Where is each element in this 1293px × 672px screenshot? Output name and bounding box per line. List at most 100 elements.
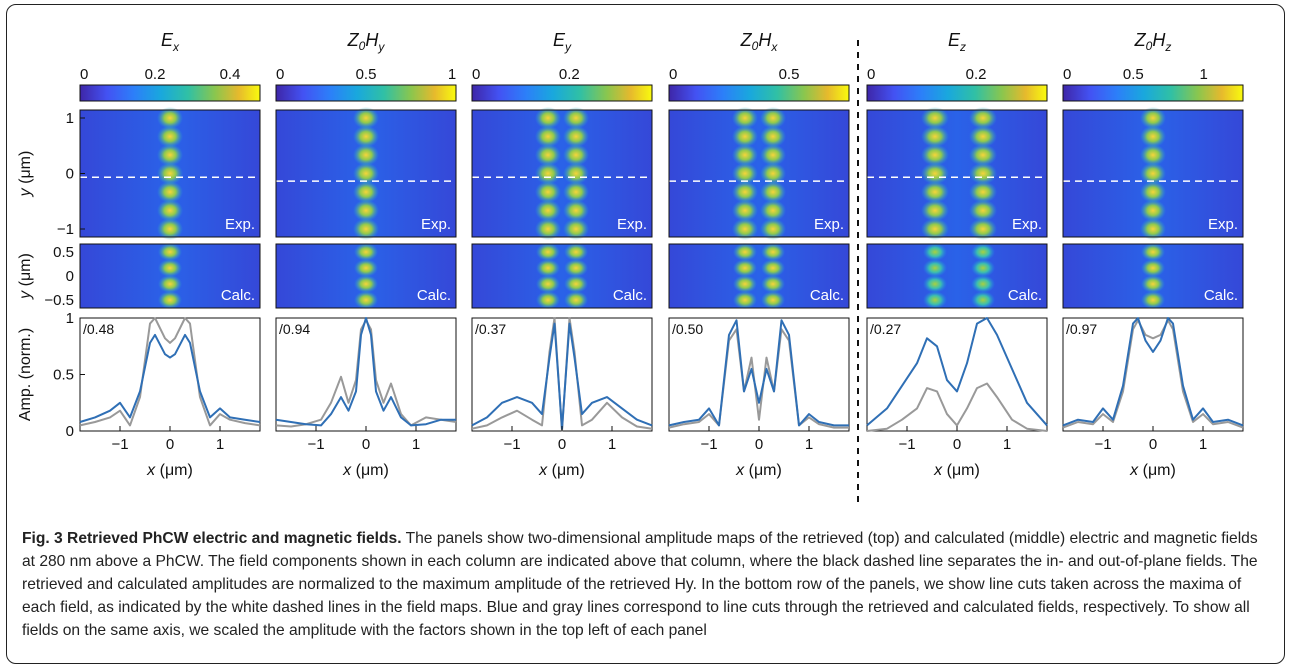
field-lobe	[535, 181, 561, 203]
colorbar	[1062, 84, 1244, 102]
calc-label: Calc.	[417, 287, 451, 304]
field-lobe	[760, 162, 786, 185]
caption-body: The panels show two-dimensional amplitud…	[22, 530, 1258, 639]
y-tick-label: 0	[66, 423, 74, 440]
panel-column-6: Z0Hz 0 0.5 1 Exp. Calc. /0.97 −1 0 1 x (μm)	[1062, 30, 1244, 479]
field-lobe	[1140, 199, 1166, 222]
calculated-linecut	[1062, 319, 1244, 429]
field-lobe	[536, 275, 560, 293]
field-lobe	[158, 259, 182, 277]
x-tick-label: 1	[805, 436, 813, 453]
linecut-plot-frame	[275, 317, 457, 432]
panel-column-2: Z0Hy 0 0.5 1 Exp. Calc. /0.94 −1 0 1 x (μm)	[275, 30, 457, 479]
field-lobe	[971, 259, 995, 277]
calc-map-border	[79, 243, 261, 309]
linecut-plot-frame	[1062, 317, 1244, 432]
column-title: Z0Hx	[740, 30, 779, 54]
field-lobe	[353, 162, 379, 185]
panel-column-3: Ey 0 0.2 Exp. Calc. /0.37 −1 0 1 x (μm)	[471, 30, 653, 479]
exp-label: Exp.	[617, 216, 647, 233]
field-lobe	[535, 199, 561, 222]
field-lobe	[923, 243, 947, 261]
field-lobe	[761, 275, 785, 293]
field-lobe	[353, 199, 379, 222]
colorbar	[79, 84, 261, 102]
field-lobe	[354, 259, 378, 277]
field-lobe	[1140, 107, 1166, 129]
x-tick-label: 1	[1003, 436, 1011, 453]
exp-map-border	[1062, 109, 1244, 238]
scale-factor-label: /0.27	[870, 321, 901, 337]
field-lobe	[969, 199, 997, 222]
field-lobe	[563, 107, 589, 129]
exp-map-border	[668, 109, 850, 238]
y-tick-label: 1	[66, 310, 74, 327]
x-axis-label: x (μm)	[342, 462, 389, 479]
field-lobe	[761, 243, 785, 261]
field-lobe	[157, 181, 183, 203]
calc-map-border	[471, 243, 653, 309]
field-lobe	[354, 291, 378, 309]
field-lobe	[732, 199, 758, 222]
field-lobe	[353, 144, 379, 166]
x-tick-label: −1	[307, 436, 324, 453]
field-lobe	[535, 218, 561, 240]
field-lobe	[969, 144, 997, 166]
y-tick-label: 0	[66, 166, 74, 183]
calculated-linecut	[79, 317, 261, 427]
colorbar-tick-label: 0	[669, 66, 677, 83]
field-lobe	[1140, 218, 1166, 240]
x-tick-label: 1	[412, 436, 420, 453]
field-lobe	[760, 125, 786, 148]
calc-map-border	[866, 243, 1048, 309]
calc-label: Calc.	[810, 287, 844, 304]
calc-label: Calc.	[1204, 287, 1238, 304]
colorbar-tick-label: 0	[472, 66, 480, 83]
exp-label: Exp.	[1208, 216, 1238, 233]
y-tick-label: −0.5	[44, 292, 74, 309]
field-lobe	[535, 125, 561, 148]
y-tick-label: −1	[57, 221, 74, 238]
colorbar-tick-label: 0	[867, 66, 875, 83]
caption-title: Fig. 3 Retrieved PhCW electric and magne…	[22, 530, 402, 547]
colorbar-tick-label: 0	[80, 66, 88, 83]
scale-factor-label: /0.48	[83, 321, 114, 337]
field-lobe	[923, 275, 947, 293]
x-tick-label: 0	[953, 436, 961, 453]
figure-caption: Fig. 3 Retrieved PhCW electric and magne…	[22, 527, 1272, 642]
calc-label: Calc.	[613, 287, 647, 304]
field-lobe	[732, 107, 758, 129]
field-lobe	[157, 144, 183, 166]
field-lobe	[536, 243, 560, 261]
field-lobe	[158, 291, 182, 309]
field-lobe	[969, 125, 997, 148]
field-lobe	[732, 144, 758, 166]
field-lobe	[971, 243, 995, 261]
x-axis-label: x (μm)	[538, 462, 585, 479]
x-tick-label: −1	[700, 436, 717, 453]
column-title: Ex	[161, 30, 180, 54]
x-axis-label: x (μm)	[1129, 462, 1176, 479]
y-tick-label: 0.5	[53, 367, 74, 384]
colorbar-tick-label: 0.5	[356, 66, 377, 83]
calc-field-map	[669, 244, 849, 308]
y-axis-label-calc: y (μm)	[17, 253, 34, 300]
x-tick-label: 0	[558, 436, 566, 453]
field-lobe	[969, 162, 997, 185]
colorbar-tick-label: 0.5	[1123, 66, 1144, 83]
scale-factor-label: /0.94	[279, 321, 310, 337]
y-axis-label-amp: Amp. (norm.)	[17, 328, 34, 421]
field-lobe	[563, 181, 589, 203]
x-tick-label: −1	[111, 436, 128, 453]
calc-field-map	[472, 244, 652, 308]
field-lobe	[564, 275, 588, 293]
calculated-linecut	[866, 382, 1048, 432]
retrieved-linecut	[668, 319, 849, 427]
field-lobe	[761, 291, 785, 309]
x-axis-label: x (μm)	[735, 462, 782, 479]
field-lobe	[732, 181, 758, 203]
field-lobe	[760, 181, 786, 203]
field-lobe	[921, 162, 949, 185]
field-lobe	[563, 199, 589, 222]
